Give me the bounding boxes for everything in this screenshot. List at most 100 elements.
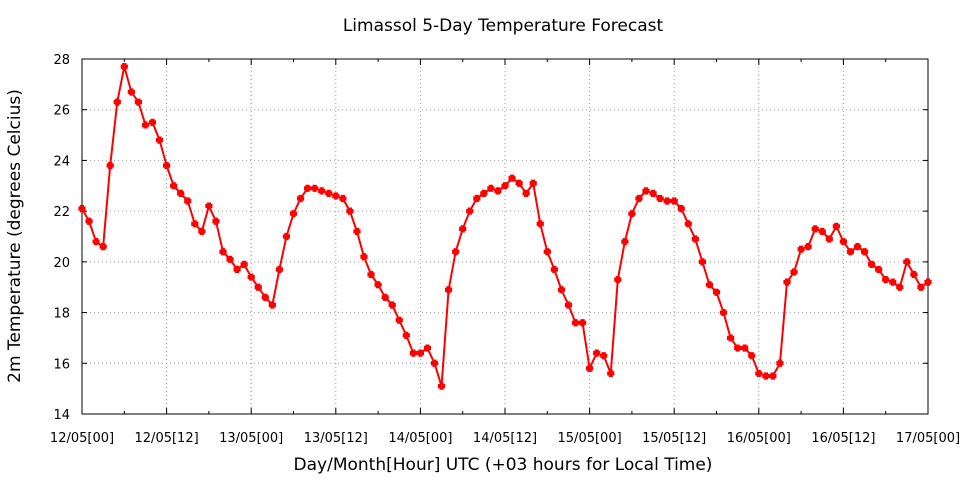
temperature-point xyxy=(473,194,481,203)
temperature-point xyxy=(536,220,544,228)
temperature-point xyxy=(268,301,276,309)
temperature-point xyxy=(325,189,333,197)
x-tick-label: 16/05[00] xyxy=(727,431,791,446)
temperature-point xyxy=(571,319,580,327)
temperature-point xyxy=(205,202,213,210)
temperature-point xyxy=(261,293,269,301)
temperature-point xyxy=(247,273,255,281)
y-tick-label: 16 xyxy=(53,357,70,372)
x-tick-label: 15/05[12] xyxy=(642,431,706,446)
temperature-point xyxy=(691,235,699,243)
y-tick-label: 28 xyxy=(53,53,70,68)
temperature-point xyxy=(353,227,361,236)
temperature-point xyxy=(705,281,714,289)
temperature-point xyxy=(557,286,565,294)
temperature-point xyxy=(304,184,312,192)
x-tick-labels: 12/05[00] 12/05[12] 13/05[00] 13/05[12] 14/0… xyxy=(50,431,960,446)
temperature-series-line xyxy=(81,65,929,388)
x-tick-label: 14/05[00] xyxy=(388,431,452,446)
temperature-point xyxy=(155,136,164,144)
temperature-point xyxy=(797,245,805,253)
temperature-point xyxy=(790,268,798,276)
temperature-point xyxy=(621,237,629,246)
temperature-point xyxy=(677,205,685,213)
temperature-point xyxy=(452,248,460,256)
temperature-point xyxy=(776,359,784,367)
temperature-point xyxy=(769,372,777,380)
temperature-point xyxy=(684,220,692,228)
y-axis-label: 2m Temperature (degrees Celcius) xyxy=(5,89,25,383)
temperature-point xyxy=(395,316,403,324)
temperature-point xyxy=(85,217,93,225)
series-layer xyxy=(78,63,932,390)
temperature-point xyxy=(670,197,678,205)
temperature-point xyxy=(839,237,847,246)
temperature-point xyxy=(106,161,114,170)
temperature-point xyxy=(346,207,354,215)
chart-title: Limassol 5-Day Temperature Forecast xyxy=(343,16,664,36)
temperature-point xyxy=(924,278,932,286)
temperature-point xyxy=(409,349,417,357)
temperature-point xyxy=(437,382,446,390)
temperature-point xyxy=(127,88,135,96)
temperature-point xyxy=(360,253,368,261)
x-axis-label: Day/Month[Hour] UTC (+03 hours for Local… xyxy=(294,455,713,475)
temperature-point xyxy=(374,281,382,289)
temperature-point xyxy=(825,235,833,243)
temperature-point xyxy=(734,344,742,352)
temperature-point xyxy=(543,248,551,256)
temperature-point xyxy=(254,283,262,291)
temperature-point xyxy=(148,118,157,126)
temperature-point xyxy=(910,270,918,279)
temperature-point xyxy=(120,63,128,71)
temperature-point xyxy=(917,283,925,291)
temperature-point xyxy=(163,161,171,170)
temperature-point xyxy=(113,98,121,106)
x-tick-label: 13/05[12] xyxy=(304,431,368,446)
temperature-point xyxy=(233,265,241,274)
temperature-point xyxy=(318,187,326,195)
y-tick-label: 18 xyxy=(53,307,70,322)
temperature-point xyxy=(92,237,100,246)
temperature-point xyxy=(875,265,883,274)
temperature-point xyxy=(727,334,735,342)
axis-ticks xyxy=(81,58,929,415)
temperature-point xyxy=(480,189,488,197)
temperature-point xyxy=(698,258,706,266)
temperature-point xyxy=(494,187,502,195)
temperature-point xyxy=(184,197,192,205)
y-tick-label: 20 xyxy=(53,256,70,271)
temperature-point xyxy=(240,260,248,268)
temperature-point xyxy=(748,352,756,360)
temperature-point xyxy=(367,270,375,279)
temperature-point xyxy=(860,248,869,256)
temperature-point xyxy=(783,278,791,286)
temperature-point xyxy=(846,248,855,256)
grid-lines xyxy=(82,59,928,414)
temperature-point xyxy=(889,278,897,286)
temperature-point xyxy=(381,293,389,301)
temperature-point xyxy=(614,276,622,284)
temperature-point xyxy=(529,179,537,187)
temperature-point xyxy=(339,194,347,203)
temperature-point xyxy=(663,197,671,205)
temperature-point xyxy=(741,344,749,352)
x-tick-label: 17/05[00] xyxy=(896,431,960,446)
temperature-point xyxy=(289,210,298,218)
temperature-point xyxy=(564,301,573,309)
temperature-point xyxy=(191,220,199,228)
temperature-point xyxy=(642,187,650,195)
y-tick-label: 14 xyxy=(53,408,70,423)
temperature-point xyxy=(896,283,904,291)
plot-frame xyxy=(81,58,929,415)
temperature-point xyxy=(134,98,142,106)
y-tick-label: 24 xyxy=(53,154,70,169)
temperature-point xyxy=(282,232,291,241)
x-tick-label: 12/05[00] xyxy=(50,431,114,446)
temperature-point xyxy=(628,210,636,218)
temperature-point xyxy=(198,227,206,236)
temperature-point xyxy=(903,258,911,266)
temperature-point xyxy=(882,276,890,284)
temperature-point xyxy=(177,189,185,197)
temperature-point xyxy=(578,319,587,327)
